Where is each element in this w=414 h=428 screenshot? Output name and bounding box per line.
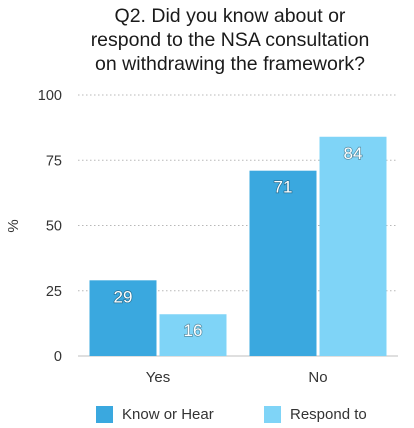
y-axis-ticks: 0 25 50 75 100: [38, 88, 62, 365]
y-tick-label: 25: [46, 284, 62, 300]
y-axis-label: %: [5, 219, 22, 232]
data-label: 71: [274, 178, 293, 197]
chart-title-line-3: on withdrawing the framework?: [95, 53, 365, 75]
bars: 29 16 71 84: [89, 136, 387, 356]
legend-label-know-or-hear: Know or Hear: [122, 405, 214, 423]
data-label: 84: [344, 144, 363, 163]
legend-item-respond-to: Respond to: [264, 404, 367, 424]
bar-know-or-hear-yes: [89, 280, 157, 356]
y-tick-label: 50: [46, 219, 62, 235]
data-label: 29: [114, 287, 133, 306]
legend-item-know-or-hear: Know or Hear: [96, 404, 214, 424]
data-label: 16: [184, 321, 203, 340]
chart-title-line-1: Q2. Did you know about or: [114, 5, 346, 27]
y-tick-label: 75: [46, 153, 62, 169]
bar-know-or-hear-no: [249, 170, 317, 356]
chart-title-line-2: respond to the NSA consultation: [90, 29, 370, 51]
x-category-label: No: [308, 369, 327, 386]
x-category-label: Yes: [146, 369, 170, 386]
legend-label-respond-to: Respond to: [290, 405, 367, 423]
y-tick-label: 0: [54, 349, 62, 365]
y-tick-label: 100: [38, 88, 62, 104]
bar-chart: 0 25 50 75 100 29 16 71 84 Yes No %: [5, 88, 398, 386]
chart-title: Q2. Did you know about or respond to the…: [60, 4, 400, 76]
bar-respond-to-no: [319, 136, 387, 356]
legend-swatch-respond-to: [264, 405, 281, 423]
legend-swatch-know-or-hear: [96, 405, 113, 423]
x-axis-categories: Yes No: [146, 369, 328, 386]
bar-respond-to-yes: [159, 314, 227, 356]
